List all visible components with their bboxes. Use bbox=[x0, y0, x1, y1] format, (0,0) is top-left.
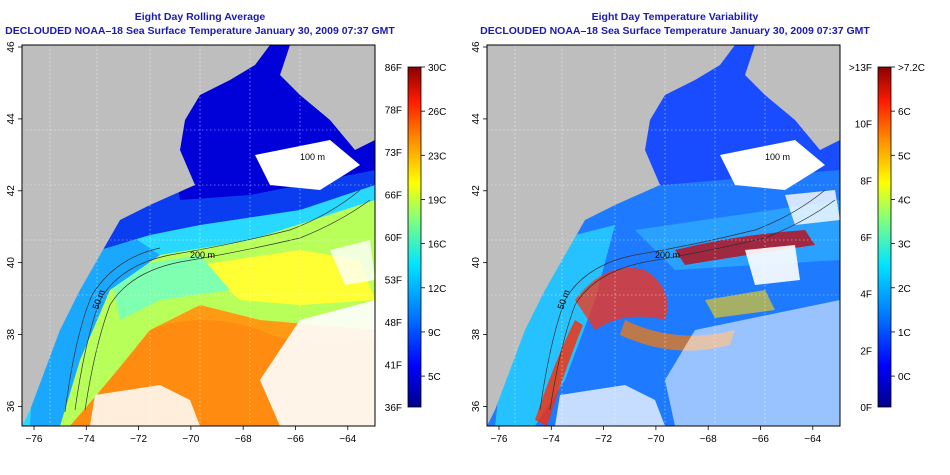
sst-variability-panel: Eight Day Temperature Variability DECLOU… bbox=[471, 0, 950, 475]
panel-title: Eight Day Temperature Variability bbox=[591, 11, 759, 23]
lon-tick-label: −74 bbox=[78, 434, 95, 445]
lon-tick-label: −68 bbox=[700, 434, 717, 445]
lon-tick-label: −64 bbox=[804, 434, 821, 445]
colorbar-f-label: 0F bbox=[860, 403, 872, 414]
land-mass-nova-scotia bbox=[280, 45, 375, 150]
colorbar-c-label: 9C bbox=[428, 328, 441, 339]
lon-tick-label: −66 bbox=[752, 434, 769, 445]
panel-subtitle: DECLOUDED NOAA–18 Sea Surface Temperatur… bbox=[5, 25, 395, 37]
lon-tick-label: −72 bbox=[595, 434, 612, 445]
lon-tick-label: −64 bbox=[339, 434, 356, 445]
lon-tick-label: −72 bbox=[130, 434, 147, 445]
lat-tick-label: 36 bbox=[471, 400, 482, 412]
map-layers bbox=[487, 45, 840, 426]
lon-tick-label: −76 bbox=[26, 434, 43, 445]
colorbar-f-label: 10F bbox=[855, 120, 872, 131]
sst-average-panel: Eight Day Rolling Average DECLOUDED NOAA… bbox=[5, 11, 446, 445]
lon-tick-label: −76 bbox=[491, 434, 508, 445]
lat-tick-label: 40 bbox=[6, 257, 17, 269]
map-frame bbox=[486, 44, 841, 427]
colorbar-c-label: 1C bbox=[898, 328, 911, 339]
map-layers bbox=[22, 45, 375, 426]
colorbar-c-label: 23C bbox=[428, 151, 446, 162]
colorbar-f-label: 53F bbox=[385, 276, 402, 287]
lat-tick-label: 44 bbox=[471, 113, 482, 125]
colorbar-c-label: 16C bbox=[428, 240, 446, 251]
colorbar-c-label: 3C bbox=[898, 240, 911, 251]
lat-tick-label: 46 bbox=[471, 41, 482, 53]
lat-tick-label: 42 bbox=[6, 185, 17, 197]
colorbar-c-label: 19C bbox=[428, 195, 446, 206]
colorbar-f-label: >13F bbox=[849, 63, 872, 74]
land-mass-nova-scotia bbox=[745, 45, 840, 150]
lon-tick-label: −68 bbox=[235, 434, 252, 445]
land-mass bbox=[22, 45, 270, 426]
contour-label-200m: 200 m bbox=[655, 250, 680, 260]
contour-label-100m: 100 m bbox=[300, 152, 325, 162]
lon-tick-label: −66 bbox=[287, 434, 304, 445]
lon-tick-label: −70 bbox=[647, 434, 664, 445]
lat-tick-label: 38 bbox=[471, 329, 482, 341]
lat-tick-label: 36 bbox=[6, 400, 17, 412]
lat-tick-label: 42 bbox=[471, 185, 482, 197]
colorbar-f-label: 86F bbox=[385, 63, 402, 74]
sst-average-map: 200 m 50 m 100 m −76 −74 −72 −70 −68 −66 −64 4… bbox=[6, 41, 446, 445]
lon-tick-label: −70 bbox=[182, 434, 199, 445]
colorbar bbox=[877, 66, 892, 408]
map-frame bbox=[21, 44, 376, 427]
colorbar-f-label: 66F bbox=[385, 191, 402, 202]
colorbar-c-label: 4C bbox=[898, 195, 911, 206]
colorbar-c-label: 2C bbox=[898, 284, 911, 295]
panel-title: Eight Day Rolling Average bbox=[134, 11, 266, 23]
colorbar-f-label: 36F bbox=[385, 403, 402, 414]
sst-variability-map: 200 m 50 m 100 m −76 −74 −72 −70 −68 −66 −64 4… bbox=[471, 41, 925, 445]
colorbar-f-label: 6F bbox=[860, 233, 872, 244]
colorbar-f-label: 73F bbox=[385, 148, 402, 159]
colorbar-c-label: 26C bbox=[428, 107, 446, 118]
colorbar-c-label: 5C bbox=[428, 372, 441, 383]
colorbar-c-label: 6C bbox=[898, 107, 911, 118]
land-mass bbox=[487, 45, 735, 426]
colorbar-f-label: 4F bbox=[860, 290, 872, 301]
contour-label-100m: 100 m bbox=[765, 152, 790, 162]
colorbar-c-label: >7.2C bbox=[898, 63, 925, 74]
contour-label-200m: 200 m bbox=[190, 250, 215, 260]
colorbar-c-label: 5C bbox=[898, 151, 911, 162]
colorbar-f-label: 8F bbox=[860, 176, 872, 187]
lat-tick-label: 38 bbox=[6, 329, 17, 341]
lat-tick-label: 40 bbox=[471, 257, 482, 269]
lon-tick-label: −74 bbox=[543, 434, 560, 445]
colorbar-f-label: 78F bbox=[385, 106, 402, 117]
colorbar-c-label: 12C bbox=[428, 284, 446, 295]
colorbar bbox=[407, 66, 422, 408]
colorbar-f-label: 2F bbox=[860, 346, 872, 357]
lat-tick-label: 44 bbox=[6, 113, 17, 125]
colorbar-c-label: 0C bbox=[898, 372, 911, 383]
panel-subtitle: DECLOUDED NOAA–18 Sea Surface Temperatur… bbox=[480, 25, 870, 37]
colorbar-f-label: 41F bbox=[385, 361, 402, 372]
colorbar-f-label: 60F bbox=[385, 233, 402, 244]
colorbar-c-label: 30C bbox=[428, 63, 446, 74]
lat-tick-label: 46 bbox=[6, 41, 17, 53]
colorbar-f-label: 48F bbox=[385, 318, 402, 329]
